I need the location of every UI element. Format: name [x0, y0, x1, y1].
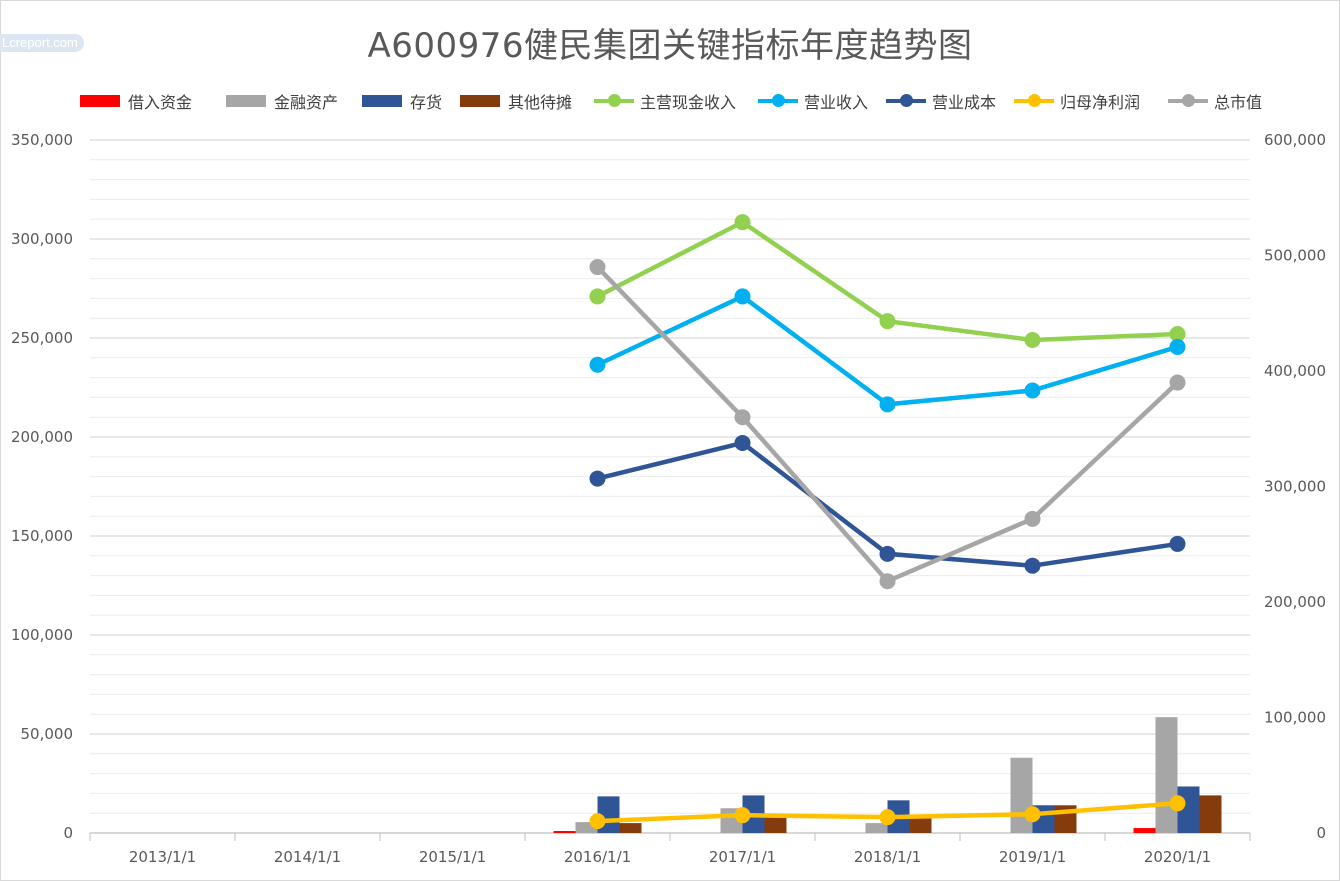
line-point-2-1: [734, 434, 751, 451]
line-point-0-2: [879, 313, 896, 330]
bar-1-5: [865, 823, 888, 833]
line-point-2-0: [589, 470, 606, 487]
legend-item-mktcap: 总市值: [1168, 88, 1262, 114]
x-category-label: 2018/1/1: [854, 848, 921, 866]
legend-line: [758, 94, 798, 107]
line-point-4-4: [1169, 374, 1186, 391]
y-right-tick-label: 100,000: [1264, 709, 1326, 727]
line-point-1-4: [1169, 338, 1186, 355]
bar-1-6: [1010, 757, 1033, 833]
watermark-badge: Lcreport.com: [0, 34, 84, 52]
line-point-0-0: [589, 288, 606, 305]
legend-swatch: [362, 95, 402, 107]
legend-item-borrow: 借入资金: [80, 88, 192, 114]
legend-label: 存货: [410, 93, 443, 112]
bar-3-5: [909, 817, 932, 833]
line-point-2-4: [1169, 535, 1186, 552]
line-point-1-0: [589, 356, 606, 373]
bar-3-3: [619, 823, 642, 833]
legend-label: 总市值: [1214, 93, 1263, 112]
chart-legend: 借入资金 金融资产 存货 其他待摊 主营现金收入 营业收入 营业成本 归母净利润…: [80, 88, 1280, 114]
line-point-1-3: [1024, 382, 1041, 399]
y-left-tick-label: 50,000: [21, 725, 74, 743]
line-point-4-1: [734, 409, 751, 426]
y-right-tick-label: 200,000: [1264, 593, 1326, 611]
legend-swatch: [80, 95, 120, 107]
legend-swatch: [460, 95, 500, 107]
y-right-tick-label: 600,000: [1264, 131, 1326, 149]
line-point-3-1: [734, 807, 751, 824]
line-point-2-3: [1024, 557, 1041, 574]
legend-label: 归母净利润: [1060, 93, 1141, 112]
line-point-1-2: [879, 396, 896, 413]
line-point-3-4: [1169, 795, 1186, 812]
x-category-label: 2016/1/1: [564, 848, 631, 866]
legend-label: 营业收入: [804, 93, 869, 112]
y-left-tick-label: 150,000: [11, 527, 73, 545]
line-point-4-3: [1024, 510, 1041, 527]
y-left-tick-label: 300,000: [11, 230, 73, 248]
line-point-0-1: [734, 214, 751, 231]
line-point-3-0: [589, 813, 606, 830]
legend-label: 其他待摊: [508, 93, 573, 112]
bar-1-7: [1155, 717, 1178, 833]
x-category-label: 2013/1/1: [129, 848, 196, 866]
line-series-1: [595, 294, 1180, 407]
chart-title: A600976健民集团关键指标年度趋势图: [367, 26, 973, 66]
legend-line: [886, 94, 926, 107]
y-left-tick-label: 200,000: [11, 428, 73, 446]
legend-label: 借入资金: [128, 93, 193, 112]
legend-label: 金融资产: [274, 93, 339, 112]
x-category-label: 2020/1/1: [1144, 848, 1211, 866]
legend-swatch: [226, 95, 266, 107]
line-point-0-4: [1169, 326, 1186, 343]
y-right-tick-label: 500,000: [1264, 247, 1326, 265]
line-point-1-1: [734, 288, 751, 305]
legend-line: [1014, 94, 1054, 107]
y-right-tick-label: 300,000: [1264, 478, 1326, 496]
x-category-label: 2015/1/1: [419, 848, 486, 866]
line-point-0-3: [1024, 331, 1041, 348]
line-point-3-3: [1024, 806, 1041, 823]
x-category-label: 2017/1/1: [709, 848, 776, 866]
legend-item-financial: 金融资产: [226, 88, 338, 114]
x-category-label: 2019/1/1: [999, 848, 1066, 866]
bar-0-3: [553, 831, 576, 833]
legend-item-revenue: 营业收入: [758, 88, 868, 114]
x-category-label: 2014/1/1: [274, 848, 341, 866]
y-right-tick-label: 400,000: [1264, 362, 1326, 380]
line-point-2-2: [879, 545, 896, 562]
bar-1-3: [575, 822, 598, 833]
legend-item-cost: 营业成本: [886, 88, 996, 114]
line-point-3-2: [879, 809, 896, 826]
y-left-tick-label: 350,000: [11, 131, 73, 149]
legend-line: [1168, 94, 1208, 107]
bar-3-7: [1199, 795, 1222, 833]
legend-label: 营业成本: [932, 93, 997, 112]
legend-item-cash: 主营现金收入: [594, 88, 736, 114]
y-left-tick-label: 100,000: [11, 626, 73, 644]
legend-label: 主营现金收入: [640, 93, 737, 112]
line-point-4-0: [589, 259, 606, 276]
legend-item-inventory: 存货: [362, 88, 442, 114]
legend-item-other: 其他待摊: [460, 88, 572, 114]
y-right-tick-label: 0: [1316, 824, 1326, 842]
legend-item-profit: 归母净利润: [1014, 88, 1140, 114]
legend-line: [594, 94, 634, 107]
bar-0-7: [1133, 828, 1156, 833]
y-left-tick-label: 0: [63, 824, 73, 842]
line-point-4-2: [879, 573, 896, 590]
y-left-tick-label: 250,000: [11, 329, 73, 347]
bar-3-4: [764, 817, 787, 833]
